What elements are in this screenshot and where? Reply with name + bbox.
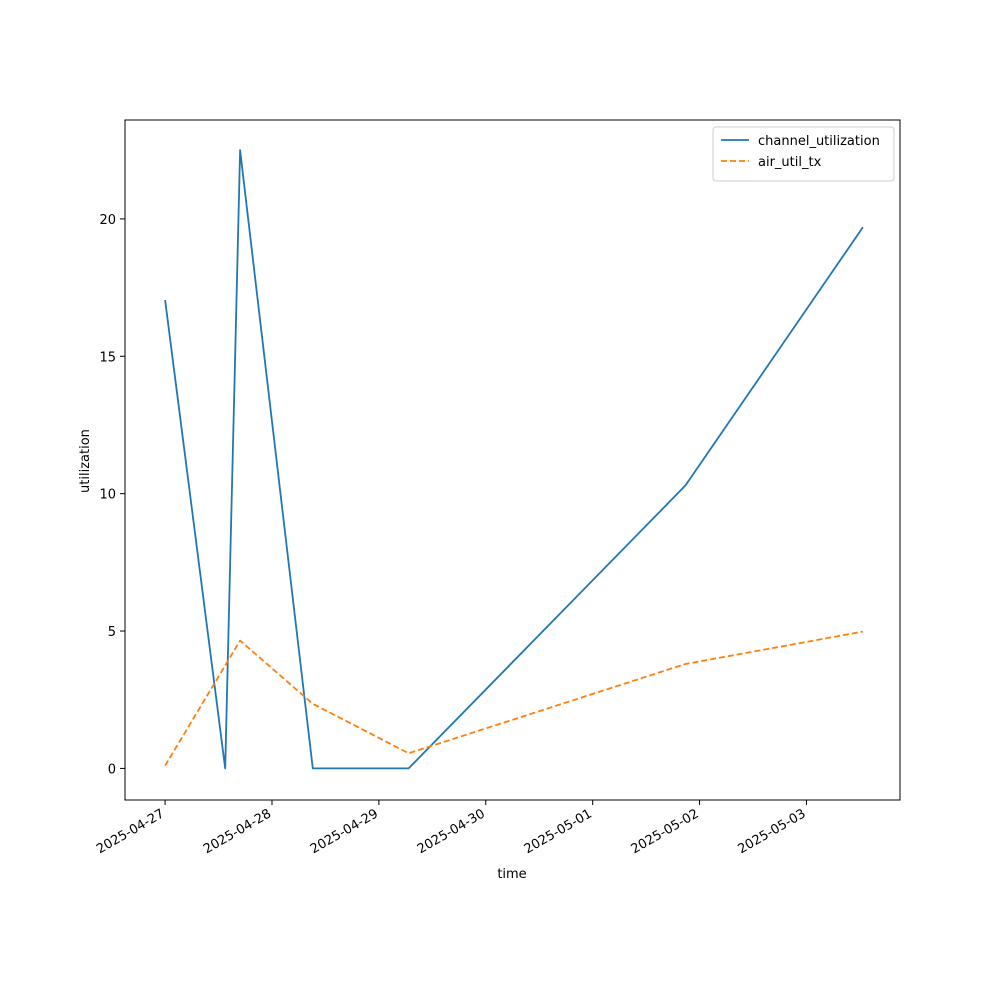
series-line-air-util-tx — [164, 630, 864, 767]
y-tick-label: 5 — [108, 625, 116, 640]
plot-area — [164, 149, 864, 770]
y-tick-label: 0 — [108, 762, 116, 777]
legend-label: air_util_tx — [758, 155, 822, 170]
legend-box — [712, 126, 895, 182]
y-tick-label: 20 — [99, 213, 116, 228]
y-tick-label: 10 — [99, 488, 116, 503]
plot-frame — [124, 119, 901, 801]
legend-label: channel_utilization — [758, 134, 880, 149]
series-line-channel-utilization — [164, 149, 864, 770]
y-tick-label: 15 — [99, 350, 116, 365]
x-axis-label: time — [497, 867, 526, 882]
y-axis-label: utilization — [78, 429, 93, 493]
legend: channel_utilization air_util_tx — [712, 126, 895, 182]
